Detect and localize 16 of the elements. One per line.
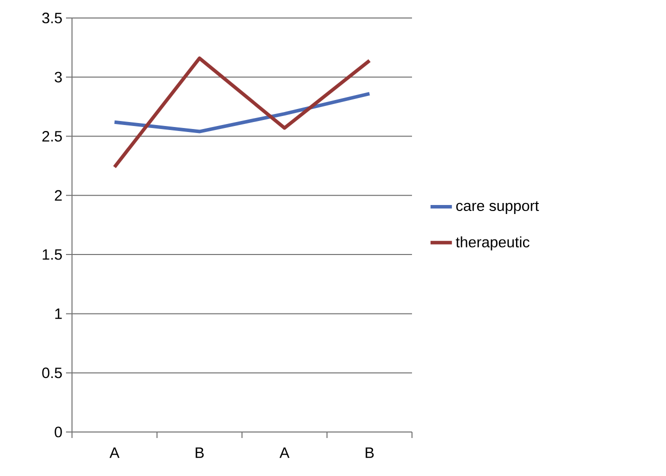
legend-label: care support [456,201,539,214]
line-series [112,92,372,134]
y-tick-label: 2 [54,190,62,201]
x-tick-label: A [280,448,290,458]
x-tick-label: B [196,448,204,458]
x-tick-label: B [366,448,374,458]
y-tick-label: 0.5 [42,368,62,378]
legend-label: therapeutic [456,236,530,250]
y-tick-label: 3.5 [42,12,62,24]
y-tick-label: 3 [54,72,62,82]
x-tick-label: A [110,448,120,458]
y-tick-label: 1 [55,308,62,319]
y-tick-label: 2.5 [42,130,62,142]
y-tick-label: 0 [54,426,62,438]
y-tick-label: 1.5 [42,249,62,260]
line-series [112,56,372,169]
